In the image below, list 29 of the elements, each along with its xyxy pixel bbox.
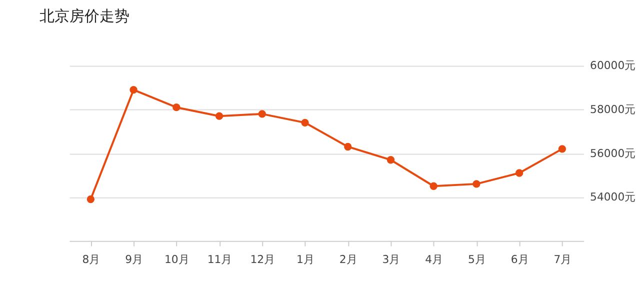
y-tick-label: 58000元: [590, 102, 636, 116]
y-tick-label: 54000元: [590, 190, 636, 204]
x-tick-label: 6月: [510, 253, 529, 266]
point: [386, 156, 395, 164]
point: [301, 118, 309, 126]
x-tick-label: 8月: [82, 253, 100, 266]
point: [515, 169, 524, 177]
y-tick-label: 60000元: [590, 59, 636, 72]
chart-title: 北京房价走势: [40, 8, 130, 26]
y-tick-label: 56000元: [590, 146, 636, 160]
point: [86, 195, 95, 204]
point: [258, 110, 266, 118]
point: [430, 182, 438, 190]
x-tick-label: 10月: [164, 253, 190, 266]
point: [172, 104, 180, 112]
x-tick-label: 5月: [468, 253, 486, 266]
point: [130, 86, 138, 94]
point: [215, 112, 224, 120]
point: [472, 180, 480, 188]
x-tick-label: 11月: [207, 253, 232, 266]
x-tick-label: 7月: [554, 253, 572, 266]
x-tick-label: 12月: [250, 253, 276, 266]
x-tick-label: 1月: [296, 253, 314, 266]
point: [558, 145, 566, 153]
x-tick-label: 9月: [125, 253, 143, 266]
x-tick-label: 4月: [425, 253, 444, 266]
point: [344, 142, 352, 151]
x-tick-label: 3月: [382, 253, 400, 266]
x-tick-label: 2月: [339, 253, 358, 266]
